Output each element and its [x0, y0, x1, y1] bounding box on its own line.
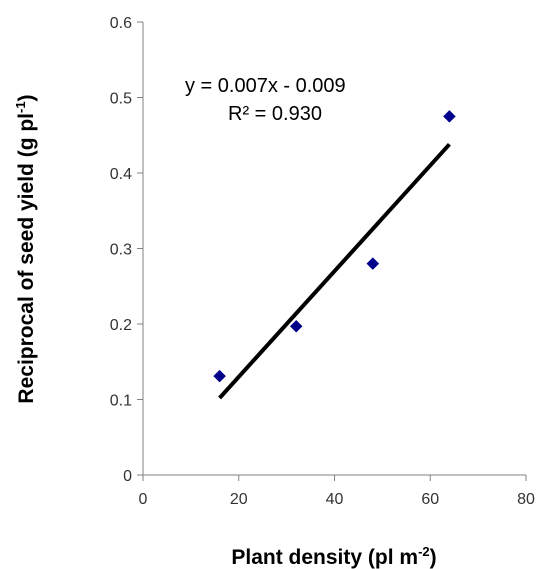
tick-labels: 0 0.1 0.2 0.3 0.4 0.5 0.6 0 20 40 60 80	[110, 15, 535, 508]
y-tick-label: 0.1	[110, 393, 132, 410]
y-tick-label: 0.5	[110, 91, 132, 108]
trendline	[218, 142, 451, 400]
y-axis-title: Reciprocal of seed yield (g pl-1)	[13, 94, 38, 403]
data-point	[443, 110, 456, 123]
y-axis-title-end: )	[15, 94, 38, 101]
y-tick-label: 0.2	[110, 317, 132, 334]
data-points	[213, 110, 456, 383]
x-axis-title-end: )	[430, 546, 437, 569]
y-tick-label: 0.6	[110, 15, 132, 32]
data-point	[213, 369, 226, 383]
trendline-group	[218, 142, 451, 400]
data-point	[366, 257, 380, 270]
y-tick-label: 0.4	[110, 166, 132, 183]
x-tick-label: 80	[517, 491, 535, 508]
y-axis-title-main: Reciprocal of seed yield (g pl	[15, 113, 38, 404]
x-tick-label: 60	[421, 491, 439, 508]
r-squared-label: R² = 0.930	[228, 103, 322, 125]
chart-axes	[137, 21, 527, 481]
regression-equation: y = 0.007x - 0.009	[185, 75, 346, 97]
y-axis-title-sup: -1	[13, 101, 28, 113]
x-tick-label: 0	[139, 491, 148, 508]
data-point	[289, 319, 303, 333]
y-tick-label: 0	[123, 468, 132, 485]
x-tick-label: 40	[326, 491, 344, 508]
y-tick-label: 0.3	[110, 242, 132, 259]
x-axis-title-sup: -2	[418, 544, 430, 559]
x-tick-label: 20	[230, 491, 248, 508]
x-axis-title: Plant density (pl m-2)	[231, 544, 436, 569]
x-axis-title-main: Plant density (pl m	[231, 546, 418, 569]
